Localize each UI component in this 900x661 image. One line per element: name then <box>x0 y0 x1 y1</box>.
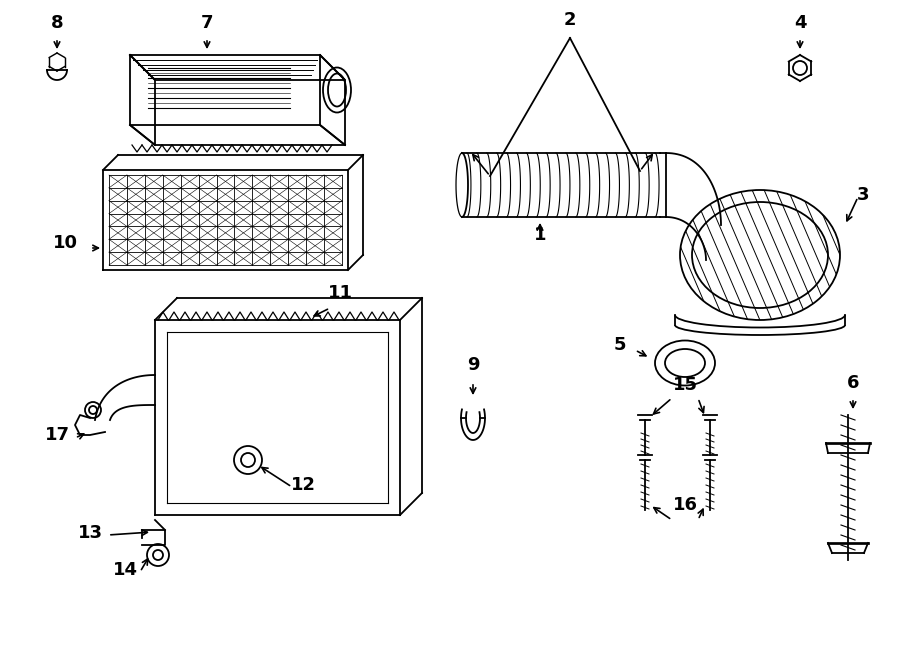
Text: 16: 16 <box>672 496 698 514</box>
Text: 1: 1 <box>534 226 546 244</box>
Text: 4: 4 <box>794 14 806 32</box>
Text: 13: 13 <box>77 524 103 542</box>
Text: 12: 12 <box>291 476 316 494</box>
Text: 15: 15 <box>672 376 698 394</box>
Text: 10: 10 <box>52 234 77 252</box>
Text: 3: 3 <box>857 186 869 204</box>
Text: 14: 14 <box>112 561 138 579</box>
Text: 8: 8 <box>50 14 63 32</box>
Text: 9: 9 <box>467 356 479 374</box>
Text: 11: 11 <box>328 284 353 302</box>
Text: 6: 6 <box>847 374 860 392</box>
Text: 17: 17 <box>44 426 69 444</box>
Text: 5: 5 <box>614 336 626 354</box>
Text: 2: 2 <box>563 11 576 29</box>
Text: 7: 7 <box>201 14 213 32</box>
